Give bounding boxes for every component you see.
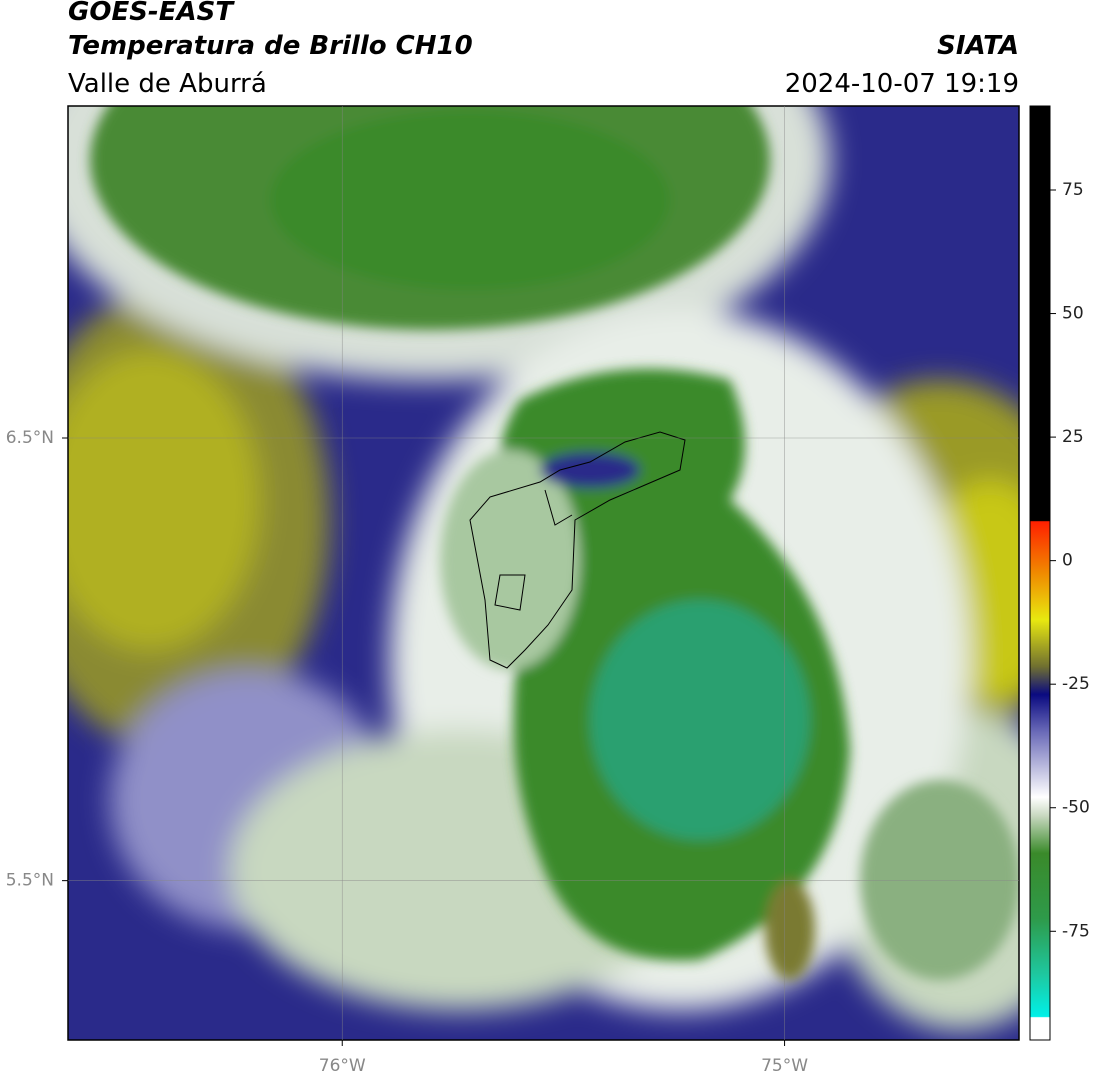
municipality-borders [469,431,686,669]
datetime: 2024-10-07 19:19 [785,69,1019,99]
colorbar-tick-label: 75 [1062,180,1084,200]
colorbar-tick-label: 50 [1062,304,1084,324]
colorbar-tick-label: -50 [1062,798,1090,818]
colorbar-tick-label: -75 [1062,921,1090,941]
colorbar [1029,105,1051,1041]
lat-label: 6.5°N [6,428,54,448]
title: GOES-EAST [68,0,235,27]
lat-label: 5.5°N [6,871,54,891]
lon-label: 76°W [319,1056,366,1076]
lon-label: 75°W [761,1056,808,1076]
colorbar-tick-label: 0 [1062,551,1073,571]
colorbar-tick-label: 25 [1062,427,1084,447]
subtitle: Temperatura de Brillo CH10 [68,31,473,61]
region: Valle de Aburrá [68,69,267,99]
colorbar-tick-label: -25 [1062,674,1090,694]
source: SIATA [937,31,1019,61]
satellite-image [68,106,1019,1040]
map-frame [67,105,1020,1041]
